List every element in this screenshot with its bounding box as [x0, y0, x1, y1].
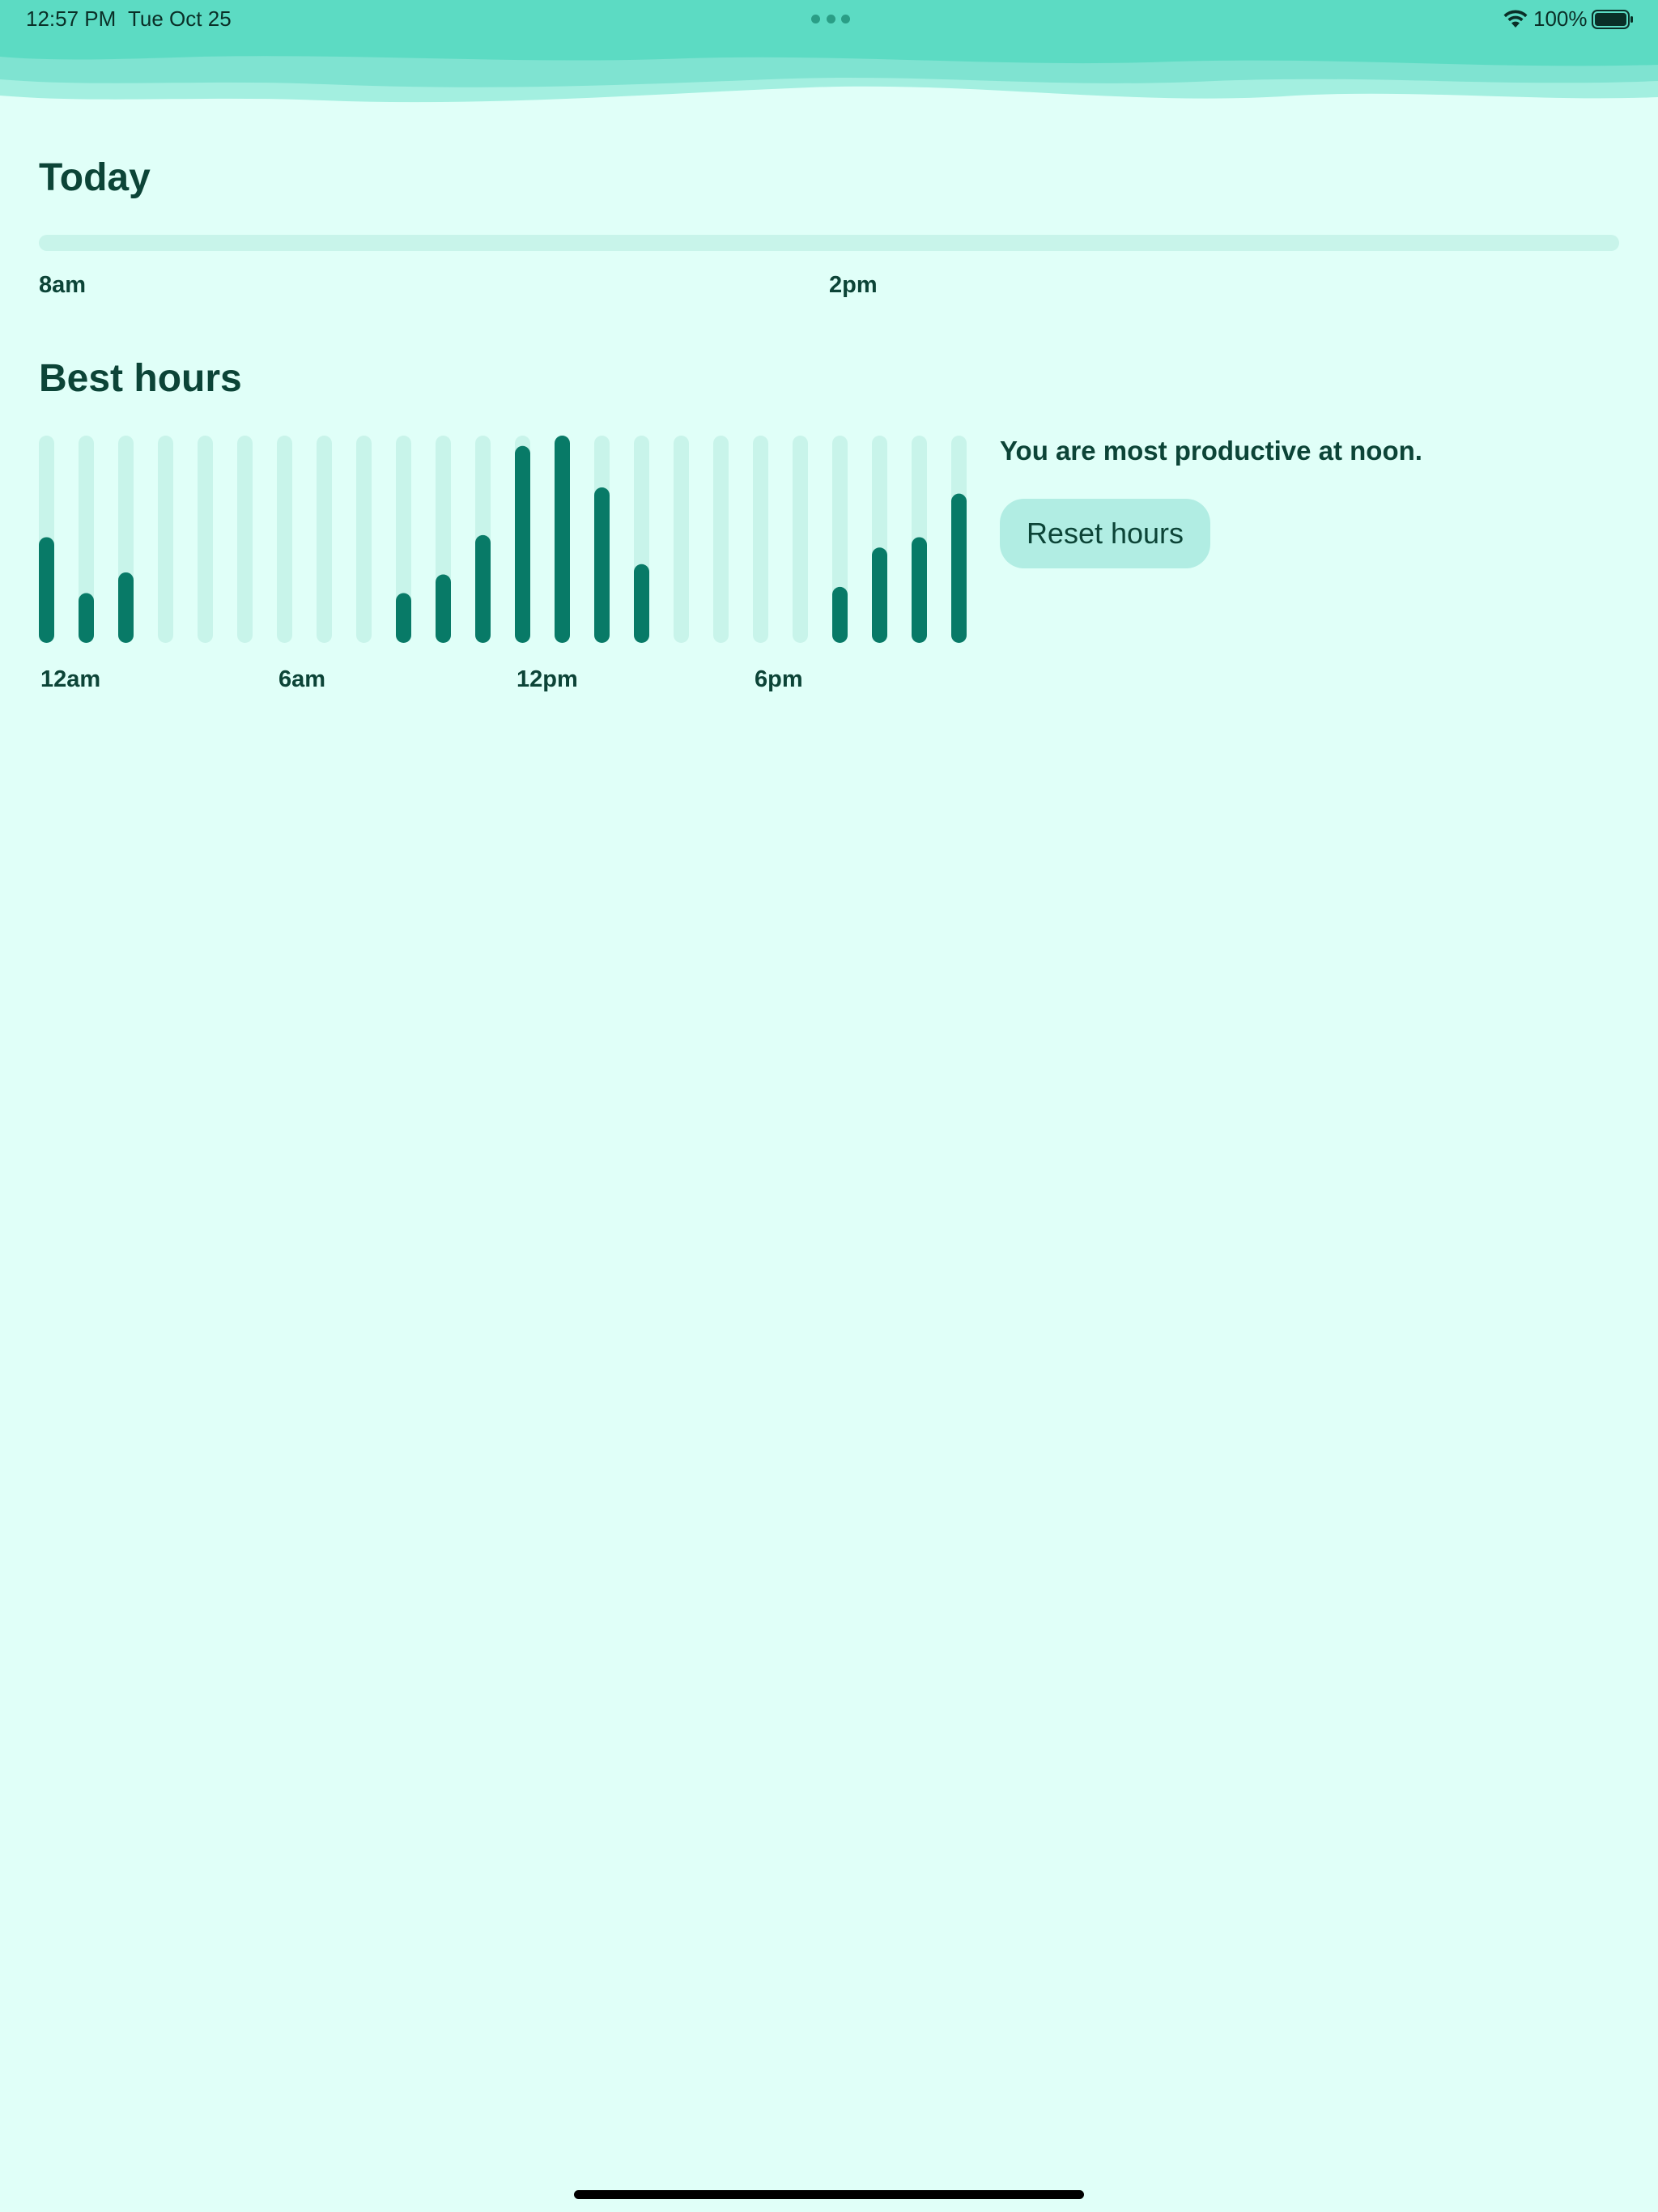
hour-bar-track [753, 436, 768, 643]
best-hours-title: Best hours [39, 357, 242, 400]
hour-bar [555, 436, 570, 643]
reset-hours-button[interactable]: Reset hours [1000, 499, 1210, 568]
hour-bar [475, 534, 491, 643]
hour-bar-track [396, 436, 411, 643]
hour-bar [436, 574, 451, 643]
hour-bar [912, 537, 927, 643]
today-start-label: 8am [39, 272, 87, 298]
today-title: Today [39, 156, 151, 199]
multitasking-dots-icon[interactable] [811, 15, 850, 24]
hour-tick-label: 6pm [755, 666, 803, 692]
status-date: Tue Oct 25 [128, 6, 232, 31]
hour-bar-track [317, 436, 332, 643]
hour-tick-label: 12am [40, 666, 100, 692]
hour-bar-track [198, 436, 213, 643]
hour-bar [515, 445, 530, 643]
battery-icon [1592, 10, 1633, 29]
best-hours-chart: 12am 6am 12pm 6pm [39, 436, 967, 692]
hour-bar-track [237, 436, 253, 643]
hour-bar [832, 586, 848, 643]
hour-bar-track [277, 436, 292, 643]
hour-bar [39, 537, 54, 643]
hour-tick-label: 6am [278, 666, 325, 692]
hour-bar-track [793, 436, 808, 643]
battery-percentage: 100% [1533, 6, 1588, 31]
productivity-insight: You are most productive at noon. [1000, 436, 1422, 466]
hour-bar-track [79, 436, 94, 643]
home-indicator[interactable] [574, 2190, 1084, 2199]
hour-bar-track [158, 436, 173, 643]
hour-bar [872, 547, 887, 643]
hour-bar [118, 572, 134, 643]
header-wave [0, 0, 1658, 103]
hour-bar-track [713, 436, 729, 643]
hour-bar-track [356, 436, 372, 643]
wifi-icon [1503, 10, 1528, 28]
today-mid-label: 2pm [829, 272, 878, 298]
today-timeline-track [39, 235, 1619, 251]
hour-bar [951, 493, 967, 643]
status-bar: 12:57 PM Tue Oct 25 100% [0, 0, 1658, 39]
status-time: 12:57 PM [26, 6, 117, 31]
hour-bar [594, 487, 610, 643]
hour-bar [79, 593, 94, 643]
hour-bar-track [674, 436, 689, 643]
hour-bar [634, 564, 649, 643]
hour-bar [396, 593, 411, 643]
hour-tick-label: 12pm [517, 666, 578, 692]
